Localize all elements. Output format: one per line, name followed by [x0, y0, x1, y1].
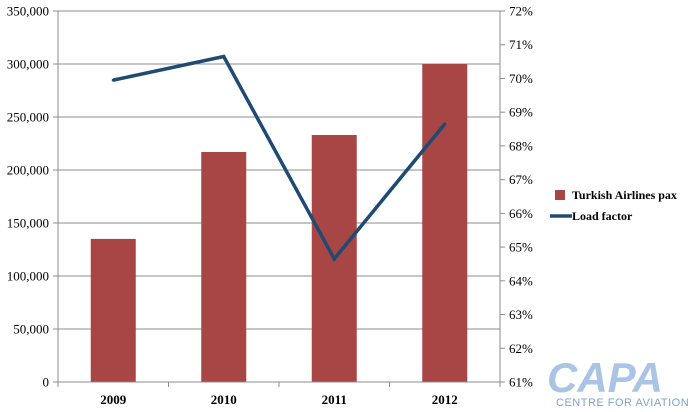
left-tick-label: 300,000	[7, 57, 49, 72]
right-tick-label: 72%	[509, 4, 533, 19]
bar-2012	[422, 64, 468, 382]
x-tick-label: 2010	[211, 392, 237, 407]
left-tick-label: 350,000	[7, 4, 49, 19]
legend: Turkish Airlines pax Load factor	[550, 188, 677, 223]
x-axis-ticks: 2009 2010 2011 2012	[57, 382, 501, 407]
load-factor-point-2009	[111, 78, 115, 82]
bar-2010	[201, 151, 247, 382]
right-tick-label: 66%	[509, 206, 533, 221]
left-tick-label: 150,000	[7, 216, 49, 231]
right-axis-ticks: 61% 62% 63% 64% 65% 66% 67% 68% 69% 70% 71% 72%	[500, 4, 533, 390]
left-tick-label: 100,000	[7, 269, 49, 284]
left-tick-label: 250,000	[7, 110, 49, 125]
right-tick-label: 63%	[509, 307, 533, 322]
x-tick-label: 2009	[100, 392, 127, 407]
capa-logo-text: CAPA	[547, 354, 663, 401]
load-factor-point-2012	[443, 122, 447, 126]
line-series	[111, 54, 447, 263]
legend-label-bar: Turkish Airlines pax	[572, 188, 677, 202]
right-tick-label: 62%	[509, 341, 533, 356]
load-factor-line	[112, 54, 447, 263]
left-axis-ticks: 0 50,000 100,000 150,000 200,000 250,000 300,0…	[7, 4, 58, 390]
bar-2009	[90, 238, 136, 382]
bar-series	[90, 64, 468, 382]
left-tick-label: 50,000	[13, 322, 49, 337]
legend-label-line: Load factor	[572, 209, 633, 223]
left-tick-label: 0	[43, 375, 50, 390]
right-tick-label: 68%	[509, 138, 533, 153]
right-tick-label: 69%	[509, 105, 533, 120]
x-tick-label: 2011	[322, 392, 347, 407]
load-factor-point-2010	[222, 55, 226, 59]
right-tick-label: 67%	[509, 172, 533, 187]
capa-watermark: CAPA CENTRE FOR AVIATION	[547, 354, 689, 409]
legend-swatch-bar	[555, 190, 565, 200]
right-tick-label: 70%	[509, 71, 533, 86]
right-tick-label: 71%	[509, 37, 533, 52]
right-tick-label: 65%	[509, 240, 533, 255]
load-factor-point-2011	[332, 257, 336, 261]
capa-logo-subtitle: CENTRE FOR AVIATION	[556, 397, 689, 409]
x-tick-label: 2012	[432, 392, 458, 407]
right-tick-label: 61%	[509, 375, 533, 390]
left-tick-label: 200,000	[7, 163, 49, 178]
right-tick-label: 64%	[509, 273, 533, 288]
